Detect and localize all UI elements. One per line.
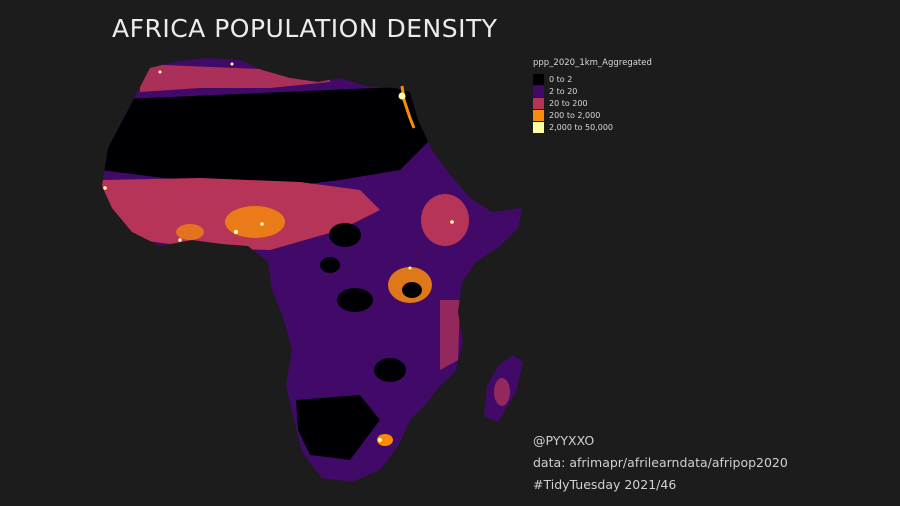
density-layers (102, 64, 469, 460)
legend-item: 0 to 2 (533, 73, 652, 85)
legend-title: ppp_2020_1km_Aggregated (533, 58, 652, 68)
legend-item: 2,000 to 50,000 (533, 121, 652, 133)
legend-swatch (533, 73, 544, 85)
legend-swatch (533, 97, 544, 109)
legend-item: 2 to 20 (533, 85, 652, 97)
legend-label: 200 to 2,000 (549, 110, 601, 120)
legend-label: 2 to 20 (549, 86, 578, 96)
legend-label: 20 to 200 (549, 98, 588, 108)
map-legend: ppp_2020_1km_Aggregated 0 to 2 2 to 20 2… (533, 58, 652, 133)
legend-item: 20 to 200 (533, 97, 652, 109)
map-title: AFRICA POPULATION DENSITY (112, 14, 498, 43)
legend-item: 200 to 2,000 (533, 109, 652, 121)
credits: @PYYXXO data: afrimapr/afrilearndata/afr… (533, 430, 788, 496)
legend-label: 0 to 2 (549, 74, 573, 84)
author-handle: @PYYXXO (533, 433, 595, 448)
legend-swatch (533, 121, 544, 133)
cairo-hotspot (398, 92, 406, 100)
hashtag: #TidyTuesday 2021/46 (533, 477, 677, 492)
legend-swatch (533, 85, 544, 97)
data-source: data: afrimapr/afrilearndata/afripop2020 (533, 455, 788, 470)
city-hotspots (103, 62, 454, 442)
legend-label: 2,000 to 50,000 (549, 122, 614, 132)
legend-swatch (533, 109, 544, 121)
